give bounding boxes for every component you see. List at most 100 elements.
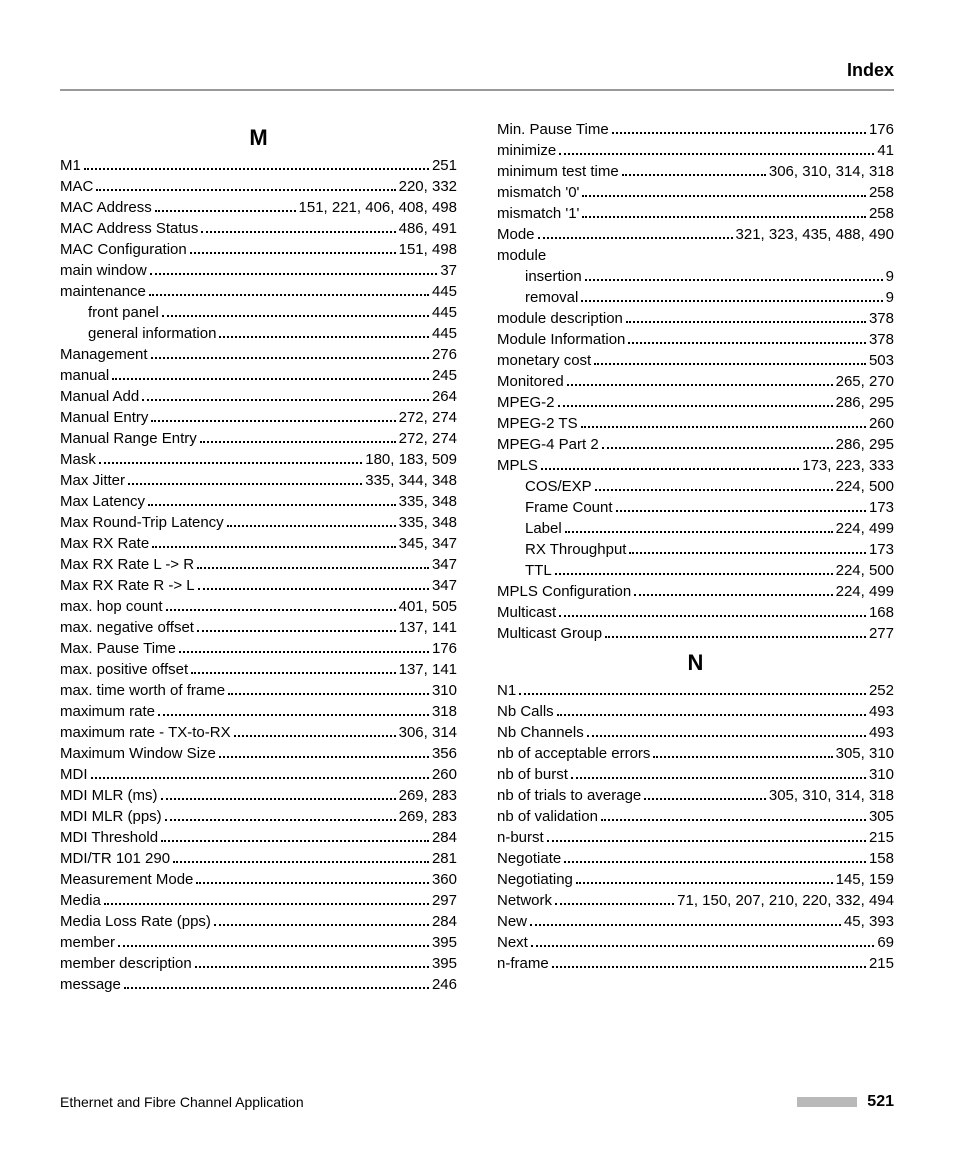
index-entry: module description 378 [497, 308, 894, 329]
leader-dots [541, 468, 799, 470]
leader-dots [547, 840, 866, 842]
leader-dots [227, 525, 396, 527]
index-pages: 503 [869, 350, 894, 371]
index-entry: front panel 445 [60, 302, 457, 323]
index-entry: Multicast Group 277 [497, 623, 894, 644]
index-pages: 306, 310, 314, 318 [769, 161, 894, 182]
leader-dots [99, 462, 362, 464]
index-term: nb of trials to average [497, 785, 641, 806]
leader-dots [214, 924, 429, 926]
index-pages: 401, 505 [399, 596, 457, 617]
index-entry: maximum rate 318 [60, 701, 457, 722]
index-entry: Mode 321, 323, 435, 488, 490 [497, 224, 894, 245]
index-term: Multicast [497, 602, 556, 623]
index-pages: 252 [869, 680, 894, 701]
leader-dots [585, 279, 883, 281]
column-left: MM1 251MAC 220, 332MAC Address 151, 221,… [60, 119, 457, 995]
index-term: MAC Address [60, 197, 152, 218]
index-pages: 41 [877, 140, 894, 161]
index-term: Max RX Rate L -> R [60, 554, 194, 575]
index-entry: N1 252 [497, 680, 894, 701]
index-entry: module [497, 245, 894, 266]
section-letter: M [60, 125, 457, 151]
index-term: MAC Address Status [60, 218, 198, 239]
index-term: Monitored [497, 371, 564, 392]
leader-dots [104, 903, 429, 905]
index-entry: member 395 [60, 932, 457, 953]
index-entry: Nb Calls 493 [497, 701, 894, 722]
index-term: insertion [525, 266, 582, 287]
footer-title: Ethernet and Fibre Channel Application [60, 1094, 304, 1110]
leader-dots [165, 819, 396, 821]
index-pages: 493 [869, 722, 894, 743]
leader-dots [112, 378, 429, 380]
index-entry: Network 71, 150, 207, 210, 220, 332, 494 [497, 890, 894, 911]
leader-dots [84, 168, 429, 170]
index-pages: 260 [869, 413, 894, 434]
index-term: Nb Channels [497, 722, 584, 743]
index-entry: Max RX Rate R -> L 347 [60, 575, 457, 596]
leader-dots [148, 504, 396, 506]
index-term: max. time worth of frame [60, 680, 225, 701]
leader-dots [626, 321, 866, 323]
index-term: TTL [525, 560, 552, 581]
leader-dots [151, 420, 395, 422]
index-entry: max. positive offset 137, 141 [60, 659, 457, 680]
page-footer: Ethernet and Fibre Channel Application 5… [60, 1093, 894, 1111]
leader-dots [191, 672, 395, 674]
index-pages: 151, 221, 406, 408, 498 [299, 197, 457, 218]
leader-dots [634, 594, 832, 596]
leader-dots [179, 651, 429, 653]
index-pages: 297 [432, 890, 457, 911]
index-pages: 224, 500 [836, 560, 894, 581]
leader-dots [582, 195, 866, 197]
index-pages: 224, 500 [836, 476, 894, 497]
index-pages: 224, 499 [836, 518, 894, 539]
index-pages: 173 [869, 497, 894, 518]
leader-dots [559, 153, 874, 155]
index-entry: Module Information 378 [497, 329, 894, 350]
index-pages: 173 [869, 539, 894, 560]
index-entry: message 246 [60, 974, 457, 995]
index-term: nb of validation [497, 806, 598, 827]
leader-dots [118, 945, 429, 947]
leader-dots [531, 945, 874, 947]
leader-dots [219, 756, 429, 758]
index-term: N1 [497, 680, 516, 701]
index-entry: M1 251 [60, 155, 457, 176]
leader-dots [601, 819, 866, 821]
section-letter: N [497, 650, 894, 676]
footer-page-number: 521 [867, 1093, 894, 1111]
index-pages: 158 [869, 848, 894, 869]
leader-dots [195, 966, 429, 968]
leader-dots [150, 273, 438, 275]
index-term: Next [497, 932, 528, 953]
index-term: Negotiate [497, 848, 561, 869]
leader-dots [628, 342, 866, 344]
leader-dots [565, 531, 833, 533]
index-entry: MPEG-2 TS 260 [497, 413, 894, 434]
index-entry: MAC Configuration 151, 498 [60, 239, 457, 260]
index-term: message [60, 974, 121, 995]
index-pages: 305 [869, 806, 894, 827]
leader-dots [559, 615, 866, 617]
index-pages: 286, 295 [836, 392, 894, 413]
index-term: New [497, 911, 527, 932]
index-entry: MAC Address Status 486, 491 [60, 218, 457, 239]
index-entry: Manual Range Entry 272, 274 [60, 428, 457, 449]
index-entry: Max. Pause Time 176 [60, 638, 457, 659]
leader-dots [582, 216, 866, 218]
index-pages: 276 [432, 344, 457, 365]
index-term: mismatch '0' [497, 182, 579, 203]
leader-dots [152, 546, 395, 548]
index-entry: Max Round-Trip Latency 335, 348 [60, 512, 457, 533]
leader-dots [190, 252, 396, 254]
index-entry: Media Loss Rate (pps) 284 [60, 911, 457, 932]
leader-dots [162, 315, 429, 317]
leader-dots [197, 630, 396, 632]
leader-dots [629, 552, 866, 554]
index-term: Max. Pause Time [60, 638, 176, 659]
index-pages: 284 [432, 827, 457, 848]
index-term: MPEG-2 [497, 392, 555, 413]
leader-dots [612, 132, 866, 134]
